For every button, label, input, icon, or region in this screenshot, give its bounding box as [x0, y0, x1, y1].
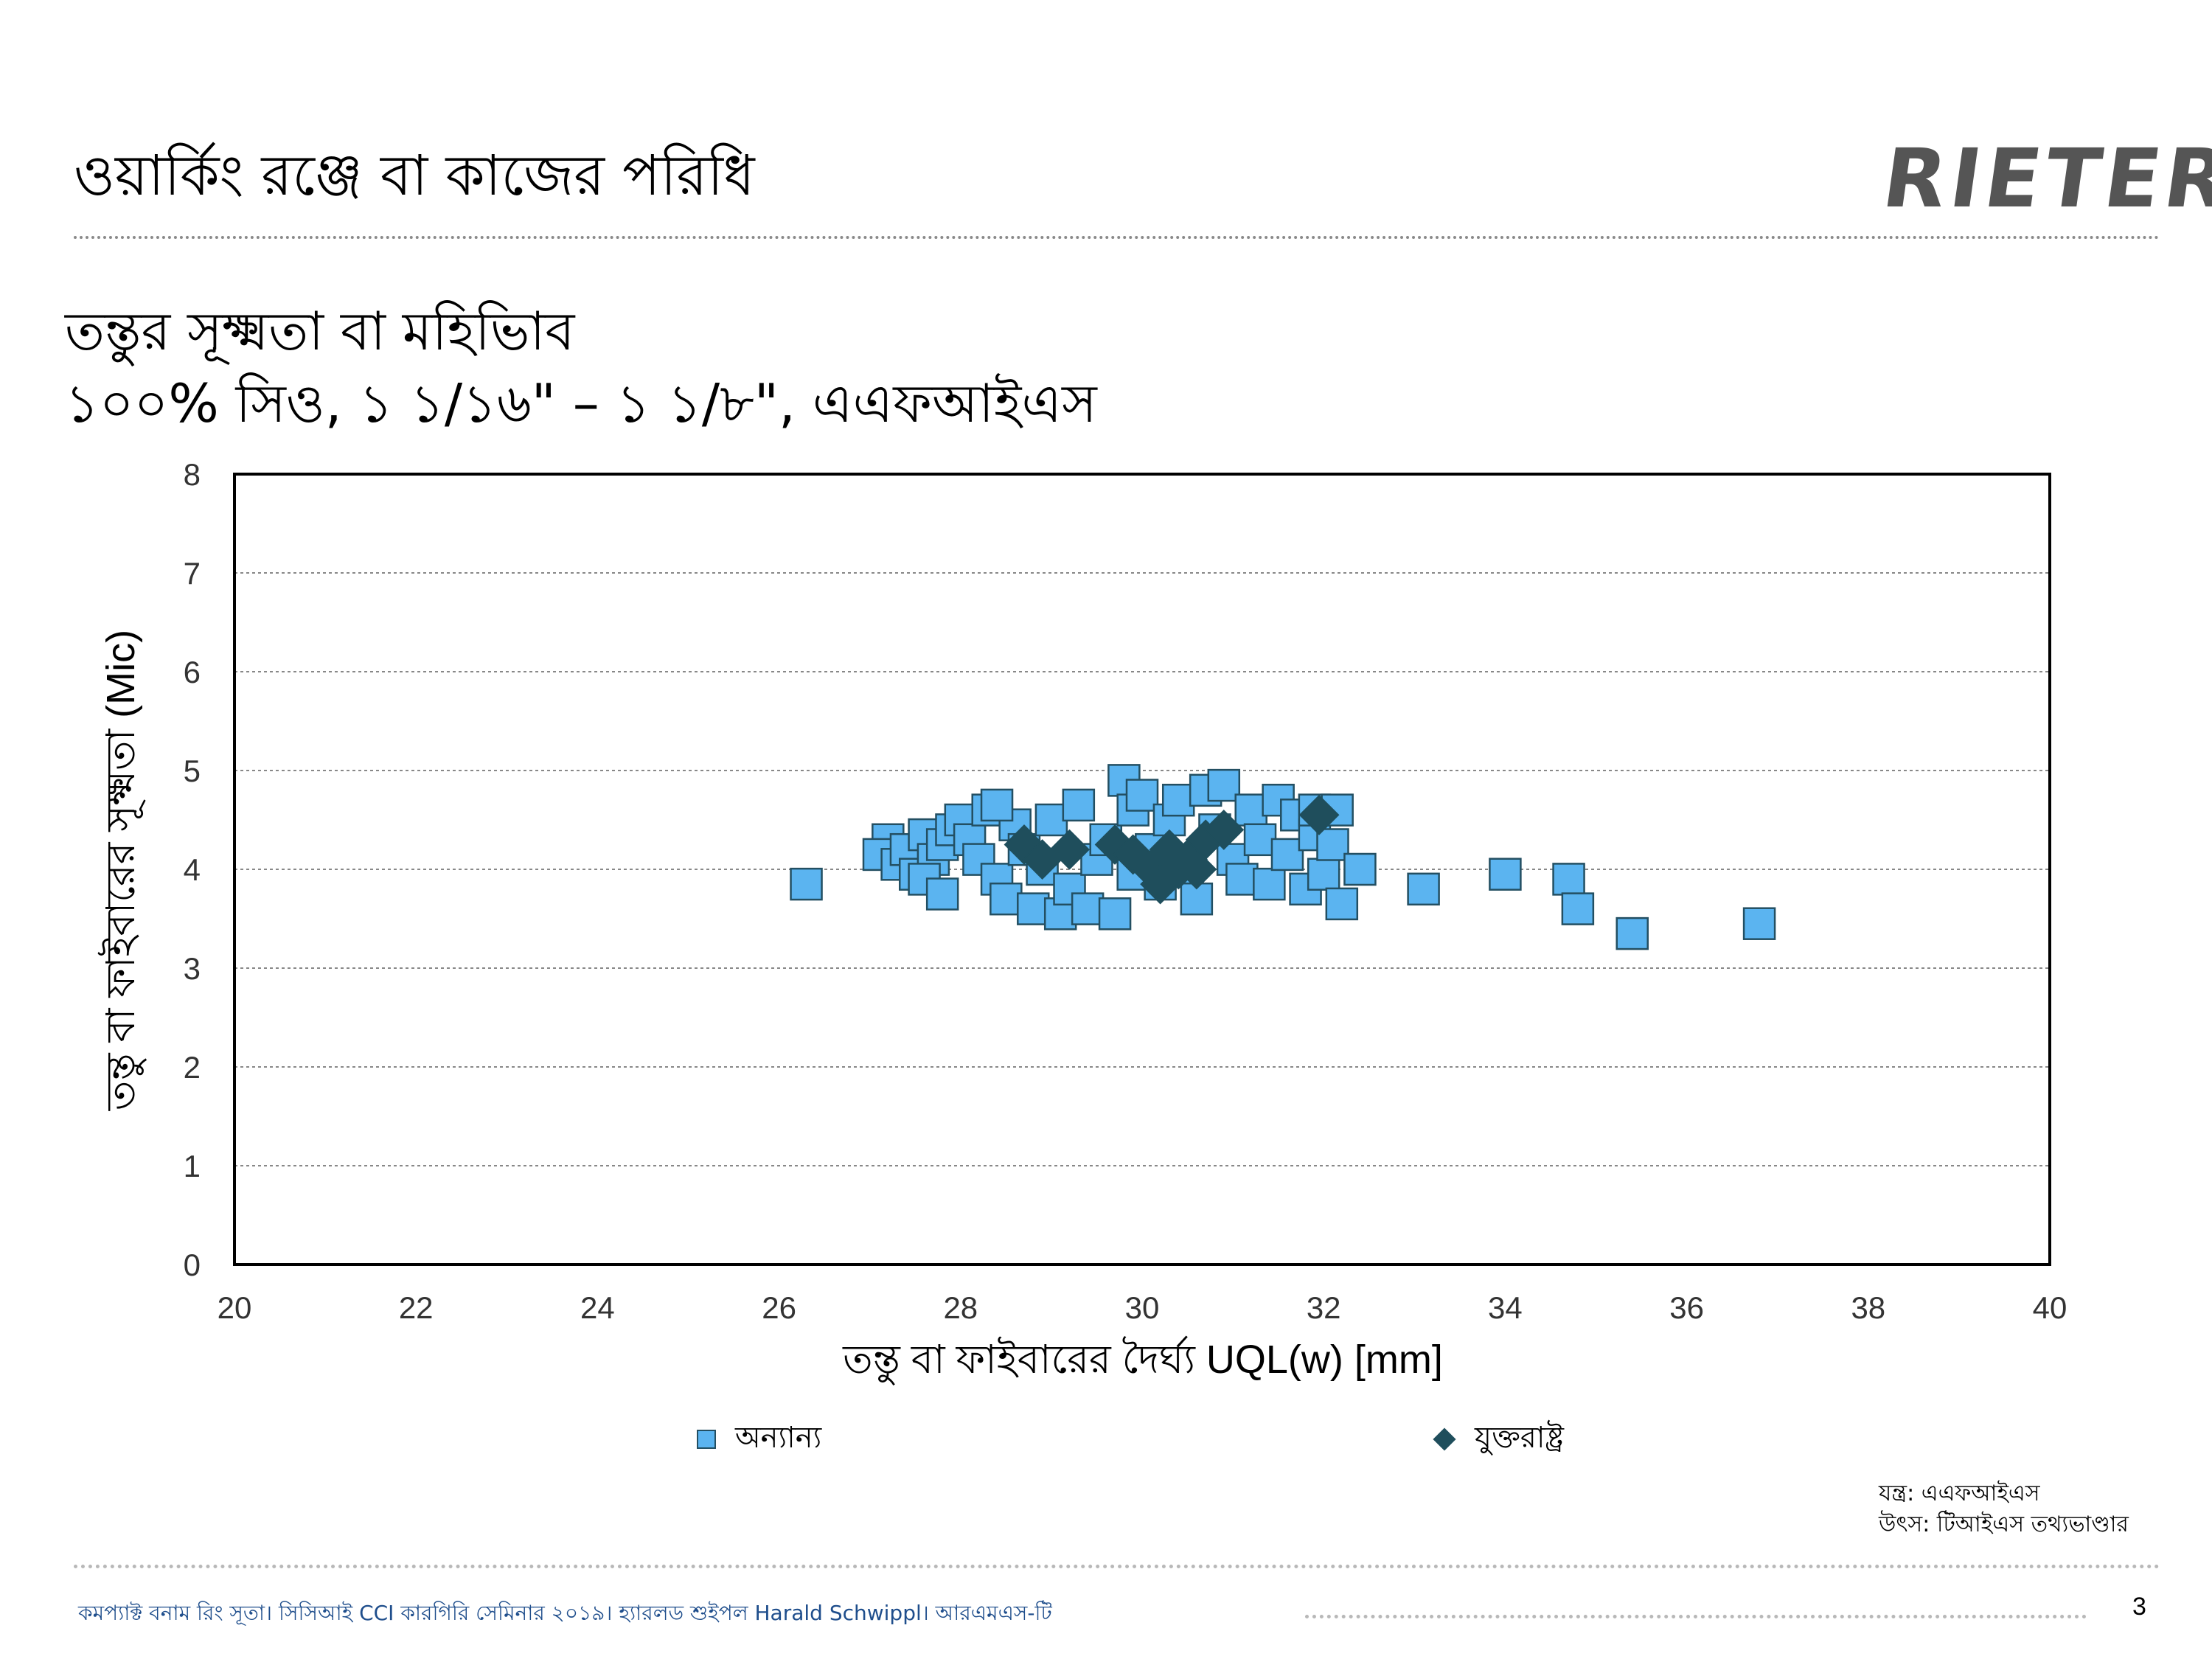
data-point-others	[1207, 768, 1241, 802]
data-point-others	[1316, 828, 1349, 861]
data-point-usa	[1176, 849, 1217, 890]
x-tick-label: 34	[1488, 1290, 1523, 1325]
source-note: যন্ত্র: এএফআইএস উৎস: টিআইএস তথ্যভাণ্ডার	[1879, 1478, 2129, 1540]
x-tick-label: 32	[1307, 1290, 1341, 1325]
series-usa	[1004, 794, 1340, 905]
legend-diamond-marker	[1433, 1427, 1456, 1451]
data-point-usa	[1298, 794, 1340, 835]
data-point-others	[1098, 897, 1132, 931]
chart-subtitle: তন্তুর সূক্ষ্মতা বা মহিভিাব ১০০% সিও, ১ …	[65, 295, 1097, 439]
data-point-others	[1125, 779, 1159, 812]
x-tick-label: 40	[2033, 1290, 2067, 1325]
data-point-others	[790, 867, 823, 901]
data-point-others	[1552, 863, 1585, 896]
data-point-others	[1489, 858, 1522, 891]
data-point-others	[1307, 858, 1340, 891]
data-point-others	[1561, 892, 1595, 925]
footer-text: কমপ্যাক্ট বনাম রিং সূতা। সিসিআই CCI কারগ…	[78, 1601, 1052, 1625]
x-axis-label: তন্তু বা ফাইবারের দৈর্ঘ্য UQL(w) [mm]	[842, 1336, 1443, 1386]
data-point-others	[1253, 867, 1286, 901]
data-point-others	[990, 882, 1023, 916]
y-tick-label: 5	[184, 754, 201, 788]
source-database: উৎস: টিআইএস তথ্যভাণ্ডার	[1879, 1512, 2129, 1537]
x-tick-label: 36	[1669, 1290, 1704, 1325]
data-point-others	[1034, 803, 1068, 837]
x-tick-label: 28	[943, 1290, 978, 1325]
footer-dots-top	[74, 1565, 2160, 1568]
y-tick-label: 6	[184, 655, 201, 689]
title-divider	[74, 236, 2160, 239]
data-point-others	[1270, 838, 1304, 872]
data-point-others	[1225, 863, 1259, 896]
y-tick-label: 2	[184, 1050, 201, 1085]
legend-item-others: অন্যান্য	[697, 1414, 821, 1464]
y-tick-label: 1	[184, 1149, 201, 1183]
y-tick-label: 7	[184, 556, 201, 591]
source-instrument: যন্ত্র: এএফআইএস	[1879, 1481, 2040, 1506]
x-tick-label: 38	[1851, 1290, 1885, 1325]
footer-dots-bottom	[1305, 1615, 2087, 1618]
data-point-others	[1615, 917, 1649, 950]
x-tick-label: 20	[218, 1290, 252, 1325]
x-tick-label: 26	[762, 1290, 796, 1325]
data-point-usa	[1049, 829, 1090, 870]
data-point-others	[1161, 783, 1195, 817]
y-tick-label: 8	[184, 457, 201, 492]
data-point-others	[1017, 892, 1050, 925]
legend-item-usa: যুক্তরাষ্ট্র	[1433, 1414, 1564, 1464]
y-tick-label: 4	[184, 852, 201, 887]
y-axis-label: তন্তু বা ফাইবারের সূক্ষ্মতা (Mic)	[98, 630, 147, 1111]
x-tick-label: 22	[399, 1290, 434, 1325]
series-others	[790, 764, 1776, 950]
grid-lines	[234, 572, 2050, 1166]
plot-area-frame	[233, 473, 2051, 1266]
slide-title: ওয়ার্কিং রঞ্জে বা কাজের পরিধি	[74, 142, 755, 208]
x-tick-label: 30	[1125, 1290, 1160, 1325]
data-point-others	[1343, 852, 1377, 886]
legend-label-others: অন্যান্য	[735, 1421, 822, 1455]
y-tick-label: 0	[184, 1248, 201, 1282]
subtitle-line-1: তন্তুর সূক্ষ্মতা বা মহিভিাব	[65, 300, 575, 362]
data-point-others	[925, 877, 959, 911]
page-number: 3	[2132, 1593, 2146, 1621]
data-point-others	[1325, 887, 1359, 921]
data-point-others	[1243, 823, 1277, 857]
legend-label-usa: যুক্তরাষ্ট্র	[1475, 1421, 1564, 1455]
data-point-others	[1742, 907, 1776, 940]
x-tick-label: 24	[580, 1290, 615, 1325]
data-point-others	[980, 788, 1014, 822]
subtitle-line-2: ১০০% সিও, ১ ১/১৬" – ১ ১/৮", এএফআইএস	[65, 372, 1097, 434]
legend-square-marker	[697, 1429, 716, 1449]
data-point-others	[1407, 872, 1440, 906]
data-point-others	[1062, 788, 1096, 822]
data-point-usa	[1203, 809, 1245, 850]
y-tick-label: 3	[184, 951, 201, 986]
